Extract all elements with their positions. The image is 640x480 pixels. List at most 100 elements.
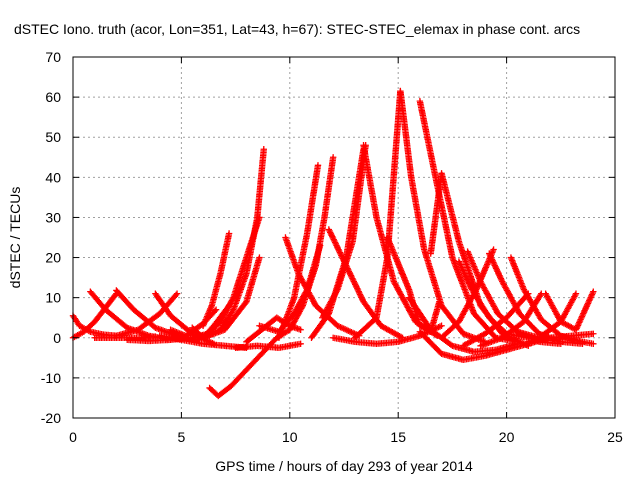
series-marker-run	[201, 340, 227, 349]
series-marker-run	[153, 325, 179, 339]
data-points	[69, 87, 597, 400]
series-marker-run	[217, 231, 232, 276]
series-marker-run	[230, 272, 250, 312]
series-marker-run	[71, 329, 86, 341]
series-marker-run	[515, 329, 541, 341]
series-5	[113, 290, 181, 339]
series-marker-run	[397, 89, 415, 179]
series-marker-run	[243, 255, 263, 304]
x-tick-label: 25	[607, 429, 623, 445]
series-marker-run	[438, 171, 462, 244]
series-marker-run	[103, 291, 119, 310]
series-21	[286, 154, 337, 333]
series-marker-run	[352, 315, 379, 340]
series-marker-run	[243, 215, 261, 276]
series-marker-run	[201, 327, 227, 341]
series-marker-run	[93, 334, 118, 341]
series-9	[156, 332, 250, 352]
y-tick-label: -10	[41, 370, 61, 386]
series-marker-run	[179, 336, 205, 347]
series-marker-run	[147, 336, 173, 345]
y-tick-label: 60	[45, 89, 61, 105]
series-marker-run	[255, 342, 281, 351]
series-marker-run	[472, 346, 498, 355]
series-marker-run	[504, 291, 531, 320]
series-16	[232, 340, 304, 352]
series-marker-run	[548, 332, 574, 341]
y-tick-label: 50	[45, 129, 61, 145]
series-marker-run	[257, 323, 281, 335]
series-marker-run	[375, 338, 400, 347]
series-marker-run	[136, 311, 162, 332]
series-38	[438, 246, 497, 341]
series-marker-run	[559, 319, 578, 333]
series-24	[325, 226, 406, 341]
series-marker-run	[229, 367, 249, 388]
series-43	[525, 330, 597, 345]
data-point	[490, 246, 497, 253]
series-marker-run	[200, 304, 215, 328]
data-point	[325, 226, 333, 233]
series-marker-run	[70, 313, 82, 328]
series-marker-run	[417, 329, 444, 356]
series-marker-run	[573, 289, 596, 332]
series-marker-run	[88, 289, 108, 312]
series-marker-run	[254, 147, 267, 219]
series-marker-run	[391, 279, 418, 324]
series-marker-run	[158, 332, 183, 343]
series-marker-run	[114, 288, 136, 312]
series-marker-run	[309, 311, 332, 340]
series-20	[275, 162, 322, 341]
x-axis-label: GPS time / hours of day 293 of year 2014	[215, 458, 473, 474]
series-marker-run	[450, 343, 476, 355]
series-marker-run	[360, 143, 380, 219]
series-marker-run	[244, 327, 264, 344]
series-marker-run	[504, 341, 530, 353]
series-marker-run	[209, 272, 224, 308]
series-marker-run	[439, 351, 465, 363]
series-marker-run	[234, 342, 259, 351]
series-marker-run	[277, 340, 303, 351]
x-tick-label: 5	[178, 429, 186, 445]
series-marker-run	[125, 336, 151, 345]
y-tick-label: 30	[45, 209, 61, 225]
series-marker-run	[276, 296, 297, 340]
x-tick-label: 0	[69, 429, 77, 445]
plot-frame	[72, 56, 616, 419]
series-marker-run	[473, 247, 497, 292]
data-point	[342, 262, 350, 269]
series-marker-run	[353, 338, 379, 347]
series-marker-run	[343, 263, 366, 304]
series-marker-run	[521, 291, 544, 324]
series-marker-run	[287, 303, 306, 332]
y-tick-label: 20	[45, 250, 61, 266]
series-marker-run	[222, 299, 249, 332]
series-marker-run	[508, 255, 527, 292]
series-marker-run	[461, 352, 487, 363]
series-marker-run	[406, 295, 433, 332]
y-tick-label: 0	[53, 330, 61, 346]
series-marker-run	[465, 249, 484, 284]
series-marker-run	[461, 331, 487, 349]
series-marker-run	[379, 323, 405, 341]
series-3	[91, 333, 159, 341]
series-marker-run	[331, 334, 357, 345]
series-marker-run	[114, 327, 140, 339]
series-42	[542, 288, 597, 333]
series-marker-run	[153, 291, 173, 318]
series-1	[69, 290, 120, 341]
grid-lines	[73, 57, 615, 418]
series-marker-run	[244, 351, 264, 372]
series-marker-run	[88, 328, 105, 338]
series-marker-run	[408, 175, 428, 252]
series-marker-run	[384, 235, 412, 292]
series-marker-run	[396, 333, 422, 345]
series-marker-run	[581, 338, 595, 347]
series-marker-run	[483, 315, 509, 336]
series-marker-run	[312, 215, 328, 268]
series-marker-run	[230, 255, 250, 300]
y-tick-label: 70	[45, 49, 61, 65]
series-11	[199, 230, 233, 329]
series-marker-run	[478, 335, 504, 349]
series-marker-run	[326, 227, 349, 268]
